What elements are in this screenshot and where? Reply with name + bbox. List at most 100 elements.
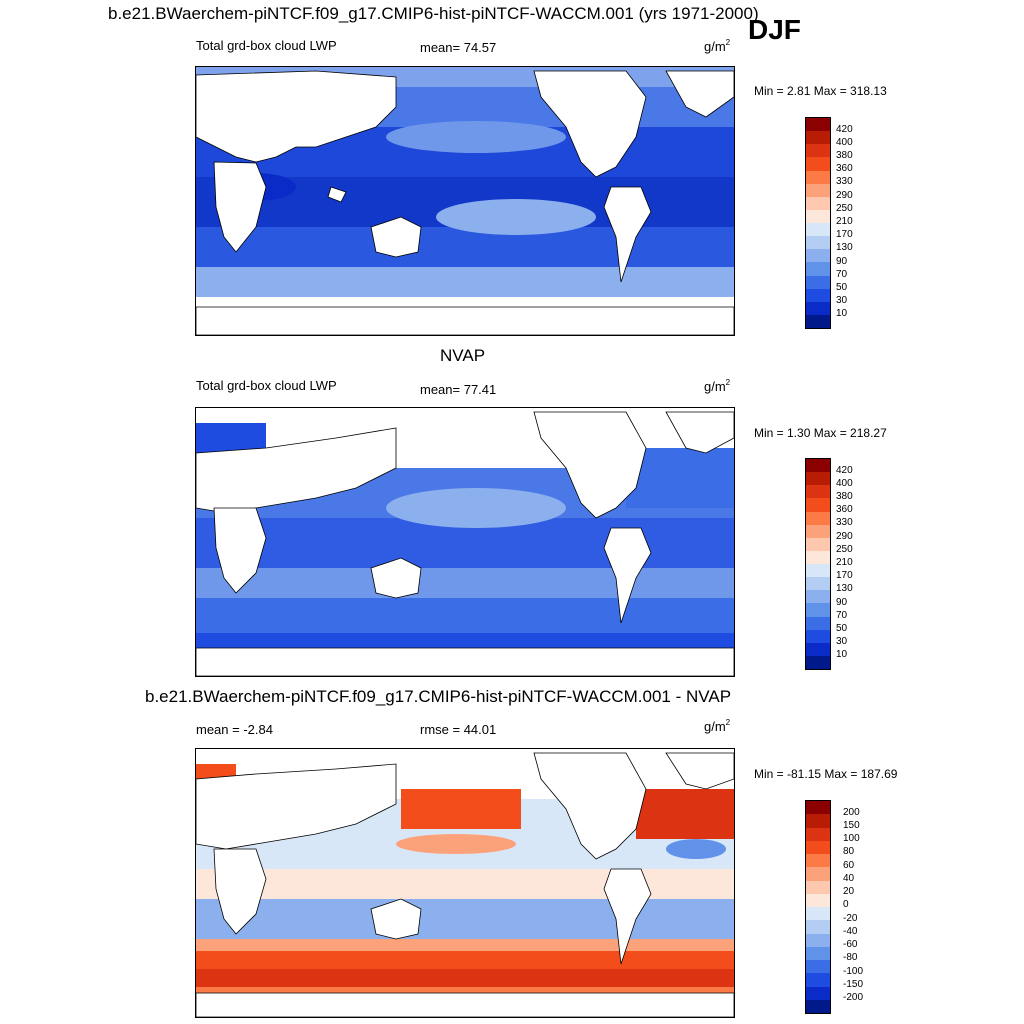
colorbar-tick-label: 30 xyxy=(836,295,848,306)
colorbar-swatch xyxy=(806,577,830,591)
colorbar-swatch xyxy=(806,973,830,987)
colorbar-swatch xyxy=(806,920,830,934)
colorbar-swatch xyxy=(806,893,830,907)
colorbar-tick-label: 380 xyxy=(836,150,853,161)
colorbar-swatch xyxy=(806,880,830,894)
colorbar-tick-label: 170 xyxy=(836,570,853,581)
colorbar-tick-label: -60 xyxy=(843,939,858,950)
panel-left-label: mean = -2.84 xyxy=(196,722,273,737)
colorbar-tick-label: -200 xyxy=(843,992,864,1003)
colorbar-swatch xyxy=(806,537,830,551)
colorbar-swatch xyxy=(806,907,830,921)
min-max-label: Min = 1.30 Max = 218.27 xyxy=(754,426,887,440)
colorbar-swatch xyxy=(806,854,830,868)
map-difference-lwp xyxy=(195,748,735,1018)
colorbar-tick-label: 90 xyxy=(836,597,848,608)
panel-heading: b.e21.BWaerchem-piNTCF.f09_g17.CMIP6-his… xyxy=(145,687,732,706)
colorbar-tick-label: 130 xyxy=(836,583,853,594)
colorbar-swatch xyxy=(806,485,830,499)
colorbar-swatch xyxy=(806,986,830,1000)
colorbar-swatch xyxy=(806,118,830,132)
colorbar-swatch xyxy=(806,301,830,315)
colorbar-tick-label: 150 xyxy=(843,820,860,831)
colorbar-swatch xyxy=(806,459,830,473)
panel-center-label: rmse = 44.01 xyxy=(420,722,497,737)
colorbar-swatch xyxy=(806,288,830,302)
colorbar-tick-label: -20 xyxy=(843,913,858,924)
colorbar-tick-label: 70 xyxy=(836,269,848,280)
colorbar-tick-label: -80 xyxy=(843,952,858,963)
colorbar-tick-label: 50 xyxy=(836,623,848,634)
colorbar-swatch xyxy=(806,157,830,171)
colorbar-tick-label: 290 xyxy=(836,531,853,542)
min-max-label: Min = 2.81 Max = 318.13 xyxy=(754,84,887,98)
colorbar-swatch xyxy=(806,603,830,617)
colorbar-swatch xyxy=(806,524,830,538)
colorbar-swatch xyxy=(806,209,830,223)
colorbar-tick-label: 360 xyxy=(836,504,853,515)
panel-center-label: mean= 77.41 xyxy=(420,382,497,397)
colorbar-tick-label: -150 xyxy=(843,979,864,990)
colorbar-swatch xyxy=(806,655,830,669)
colorbar-tick-label: 420 xyxy=(836,465,853,476)
season-label: DJF xyxy=(748,14,801,45)
colorbar-tick-label: 210 xyxy=(836,216,853,227)
colorbar-swatch xyxy=(806,223,830,237)
colorbar-tick-label: 250 xyxy=(836,203,853,214)
units-label: g/m2 xyxy=(704,38,731,54)
colorbar-tick-label: 50 xyxy=(836,282,848,293)
colorbar-swatch xyxy=(806,616,830,630)
colorbar-swatch xyxy=(806,498,830,512)
colorbar-tick-label: 80 xyxy=(843,846,855,857)
panel-heading: NVAP xyxy=(440,346,486,365)
colorbar-swatch xyxy=(806,642,830,656)
colorbar-swatch xyxy=(806,144,830,158)
colorbar-swatch xyxy=(806,511,830,525)
colorbar-tick-label: 90 xyxy=(836,256,848,267)
colorbar xyxy=(805,117,831,329)
colorbar-swatch xyxy=(806,564,830,578)
colorbar-tick-label: 400 xyxy=(836,478,853,489)
colorbar-ticks: 420 400 380 360 330 290 250 210 170 130 … xyxy=(836,117,876,327)
colorbar-tick-label: 210 xyxy=(836,557,853,568)
map-nvap-lwp xyxy=(195,407,735,677)
colorbar-swatch xyxy=(806,960,830,974)
colorbar-tick-label: 420 xyxy=(836,124,853,135)
panel-center-label: mean= 74.57 xyxy=(420,40,497,55)
main-title: b.e21.BWaerchem-piNTCF.f09_g17.CMIP6-his… xyxy=(108,4,759,23)
colorbar-tick-label: -100 xyxy=(843,966,864,977)
colorbar-tick-label: 360 xyxy=(836,163,853,174)
colorbar-swatch xyxy=(806,262,830,276)
colorbar-tick-label: 170 xyxy=(836,229,853,240)
colorbar-tick-label: 0 xyxy=(843,899,849,910)
colorbar-swatch xyxy=(806,170,830,184)
colorbar-tick-label: 400 xyxy=(836,137,853,148)
colorbar-swatch xyxy=(806,840,830,854)
colorbar-ticks: 200 150 100 80 60 40 20 0 -20 -40 -60 -8… xyxy=(843,800,883,1012)
colorbar-tick-label: 30 xyxy=(836,636,848,647)
colorbar-tick-label: 200 xyxy=(843,807,860,818)
colorbar-swatch xyxy=(806,933,830,947)
colorbar-swatch xyxy=(806,629,830,643)
colorbar-tick-label: 380 xyxy=(836,491,853,502)
units-label: g/m2 xyxy=(704,378,731,394)
colorbar-swatch xyxy=(806,814,830,828)
colorbar-swatch xyxy=(806,867,830,881)
colorbar-swatch xyxy=(806,131,830,145)
colorbar-tick-label: 20 xyxy=(843,886,855,897)
colorbar-swatch xyxy=(806,196,830,210)
colorbar-swatch xyxy=(806,999,830,1013)
colorbar-swatch xyxy=(806,827,830,841)
colorbar-ticks: 420 400 380 360 330 290 250 210 170 130 … xyxy=(836,458,876,668)
colorbar-swatch xyxy=(806,183,830,197)
colorbar-tick-label: -40 xyxy=(843,926,858,937)
colorbar-tick-label: 10 xyxy=(836,649,848,660)
colorbar-tick-label: 330 xyxy=(836,176,853,187)
colorbar xyxy=(805,800,831,1014)
colorbar-swatch xyxy=(806,550,830,564)
colorbar-tick-label: 40 xyxy=(843,873,855,884)
colorbar-tick-label: 290 xyxy=(836,190,853,201)
colorbar-swatch xyxy=(806,275,830,289)
panel-left-label: Total grd-box cloud LWP xyxy=(196,38,337,53)
min-max-label: Min = -81.15 Max = 187.69 xyxy=(754,767,898,781)
